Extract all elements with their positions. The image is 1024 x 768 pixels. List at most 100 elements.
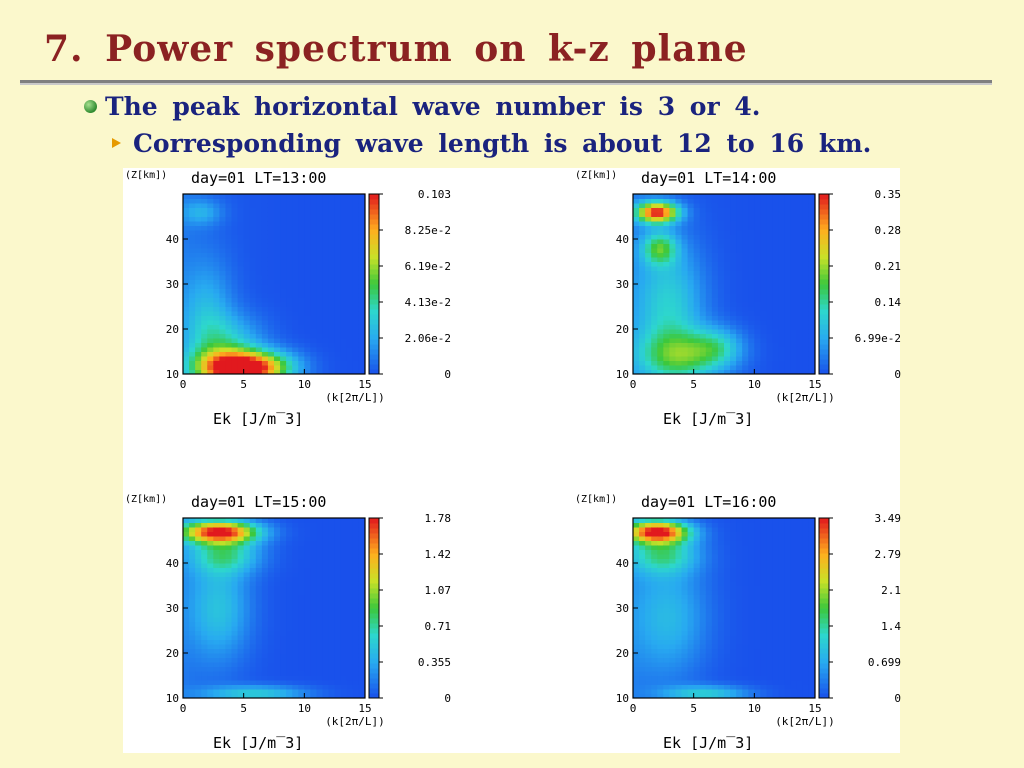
- heatmap-cell: [693, 351, 701, 357]
- heatmap-cell: [207, 522, 214, 528]
- heatmap-cell: [195, 644, 202, 649]
- heatmap-cell: [675, 545, 683, 550]
- heatmap-cell: [802, 207, 810, 213]
- heatmap-cell: [304, 284, 311, 289]
- heatmap-cell: [724, 360, 731, 366]
- heatmap-cell: [748, 653, 755, 658]
- heatmap-cell: [286, 657, 293, 663]
- heatmap-cell: [304, 266, 311, 271]
- heatmap-cell: [334, 216, 342, 222]
- heatmap-cell: [645, 347, 652, 352]
- heatmap-cell: [352, 684, 360, 690]
- heatmap-cell: [772, 216, 780, 222]
- heatmap-cell: [705, 333, 713, 339]
- heatmap-cell: [328, 288, 336, 294]
- heatmap-cell: [711, 239, 719, 244]
- heatmap-cell: [225, 288, 233, 294]
- heatmap-cell: [255, 671, 263, 676]
- heatmap-cell: [742, 648, 749, 654]
- heatmap-cell: [183, 657, 190, 663]
- heatmap-cell: [784, 612, 792, 618]
- heatmap-cell: [748, 558, 755, 564]
- heatmap-cell: [267, 608, 275, 613]
- heatmap-cell: [651, 248, 658, 253]
- heatmap-cell: [286, 221, 293, 226]
- heatmap-cell: [784, 684, 792, 690]
- heatmap-cell: [201, 203, 208, 208]
- heatmap-cell: [687, 531, 695, 537]
- heatmap-cell: [687, 342, 695, 348]
- heatmap-cell: [754, 621, 761, 627]
- heatmap-cell: [316, 581, 324, 586]
- heatmap-cell: [711, 563, 719, 568]
- heatmap-cell: [225, 239, 233, 244]
- heatmap-cell: [286, 324, 293, 330]
- heatmap-cell: [742, 351, 749, 357]
- heatmap-cell: [633, 675, 640, 681]
- heatmap-cell: [693, 252, 701, 258]
- heatmap-cell: [237, 621, 245, 627]
- heatmap-cell: [669, 302, 676, 307]
- heatmap-cell: [316, 536, 324, 541]
- heatmap-cell: [346, 684, 354, 690]
- heatmap-cell: [358, 693, 366, 699]
- heatmap-cell: [790, 360, 798, 366]
- heatmap-cell: [249, 576, 257, 582]
- heatmap-cell: [243, 608, 251, 613]
- heatmap-cell: [286, 338, 293, 343]
- heatmap-cell: [322, 684, 330, 690]
- heatmap-cell: [699, 581, 707, 586]
- heatmap-cell: [724, 356, 731, 361]
- heatmap-cell: [663, 302, 670, 307]
- heatmap-cell: [736, 585, 743, 591]
- heatmap-cell: [790, 567, 798, 573]
- heatmap-cell: [633, 360, 640, 366]
- heatmap-cell: [358, 608, 366, 613]
- heatmap-cell: [358, 545, 366, 550]
- heatmap-cell: [249, 284, 257, 289]
- heatmap-cell: [304, 365, 311, 370]
- heatmap-cell: [316, 635, 324, 640]
- heatmap-cell: [231, 257, 239, 262]
- heatmap-cell: [760, 216, 767, 222]
- heatmap-cell: [352, 693, 360, 699]
- heatmap-cell: [292, 554, 299, 559]
- heatmap-cell: [189, 630, 196, 636]
- heatmap-cell: [796, 567, 804, 573]
- heatmap-cell: [334, 320, 342, 325]
- heatmap-cell: [243, 626, 251, 631]
- heatmap-cell: [286, 581, 293, 586]
- heatmap-cell: [340, 342, 348, 348]
- heatmap-cell: [754, 657, 761, 663]
- heatmap-cell: [249, 315, 257, 321]
- heatmap-cell: [808, 293, 816, 298]
- heatmap-cell: [766, 351, 774, 357]
- heatmap-cell: [784, 581, 792, 586]
- heatmap-cell: [717, 360, 725, 366]
- heatmap-cell: [760, 630, 767, 636]
- heatmap-cell: [699, 563, 707, 568]
- heatmap-cell: [249, 662, 257, 667]
- heatmap-cell: [778, 203, 786, 208]
- heatmap-cell: [237, 585, 245, 591]
- heatmap-cell: [766, 603, 774, 609]
- colorbar-segment: [819, 369, 829, 375]
- heatmap-cell: [328, 684, 336, 690]
- heatmap-cell: [651, 203, 658, 208]
- heatmap-cell: [742, 662, 749, 667]
- heatmap-cell: [261, 333, 269, 339]
- heatmap-cell: [298, 279, 305, 285]
- heatmap-cell: [207, 599, 214, 604]
- heatmap-cell: [280, 684, 287, 690]
- heatmap-cell: [645, 648, 652, 654]
- heatmap-cell: [693, 338, 701, 343]
- heatmap-cell: [280, 549, 287, 555]
- heatmap-cell: [219, 302, 226, 307]
- heatmap-cell: [274, 536, 281, 541]
- heatmap-cell: [292, 365, 299, 370]
- y-tick-label: 10: [166, 368, 179, 381]
- heatmap-cell: [213, 306, 220, 312]
- heatmap-cell: [699, 675, 707, 681]
- heatmap-cell: [772, 527, 780, 532]
- heatmap-cell: [748, 369, 755, 375]
